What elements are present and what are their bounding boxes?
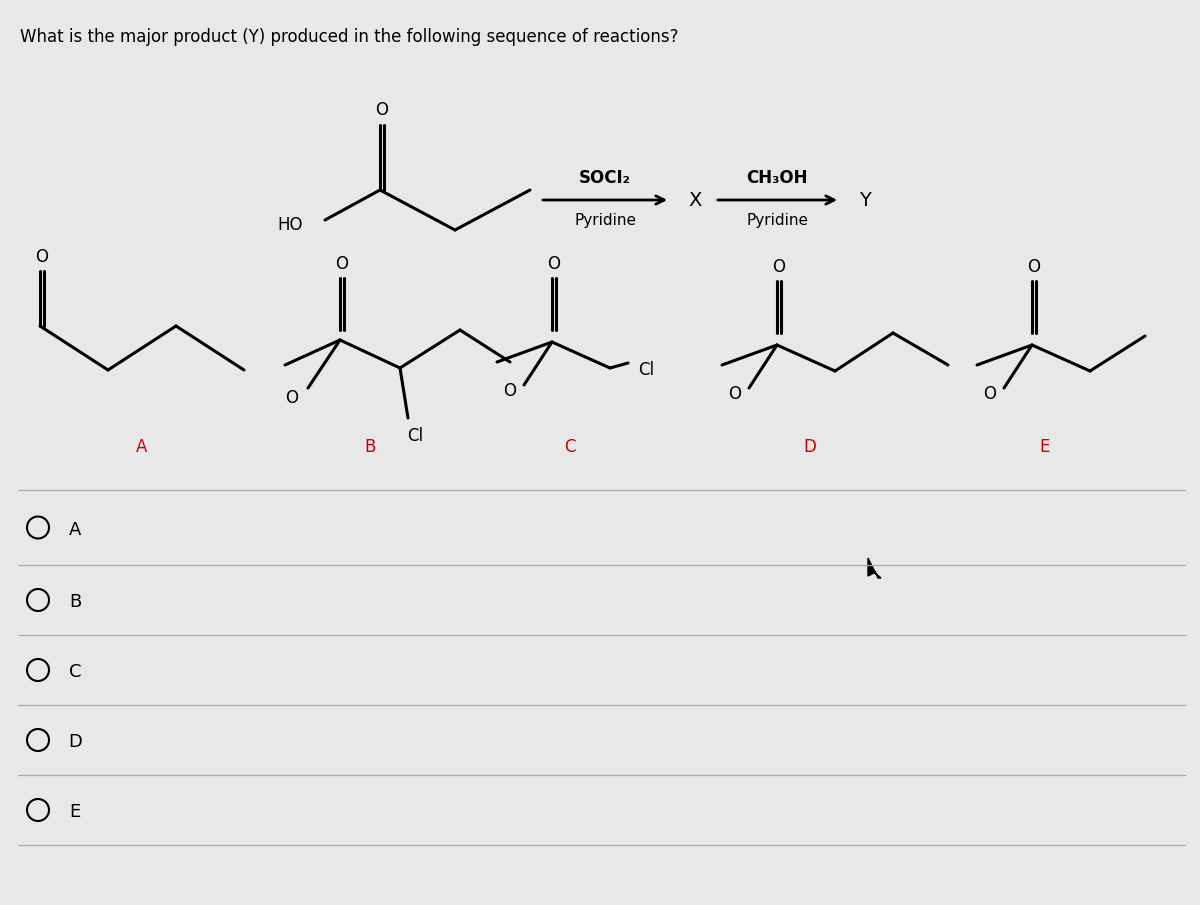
Text: X: X [689,190,702,209]
Text: Cl: Cl [407,427,424,445]
Text: Pyridine: Pyridine [574,213,636,227]
Text: D: D [68,733,82,751]
Text: B: B [68,593,82,611]
Text: HO: HO [277,216,302,234]
Text: O: O [36,248,48,266]
Text: What is the major product (Y) produced in the following sequence of reactions?: What is the major product (Y) produced i… [20,28,678,46]
Text: O: O [504,382,516,400]
Text: O: O [984,385,996,403]
Text: O: O [1027,258,1040,276]
Polygon shape [868,558,881,578]
Text: Pyridine: Pyridine [746,213,808,227]
Text: CH₃OH: CH₃OH [746,169,808,187]
Text: O: O [376,101,389,119]
Text: B: B [365,438,376,456]
Text: O: O [547,255,560,273]
Text: C: C [564,438,576,456]
Text: SOCI₂: SOCI₂ [580,169,631,187]
Text: O: O [728,385,742,403]
Text: A: A [137,438,148,456]
Text: D: D [804,438,816,456]
Text: A: A [68,520,82,538]
Text: O: O [336,255,348,273]
Text: E: E [1040,438,1050,456]
Text: C: C [68,663,82,681]
Text: O: O [286,389,299,407]
Text: Y: Y [859,190,871,209]
Text: Cl: Cl [638,361,654,379]
Text: O: O [773,258,786,276]
Text: E: E [70,803,80,821]
